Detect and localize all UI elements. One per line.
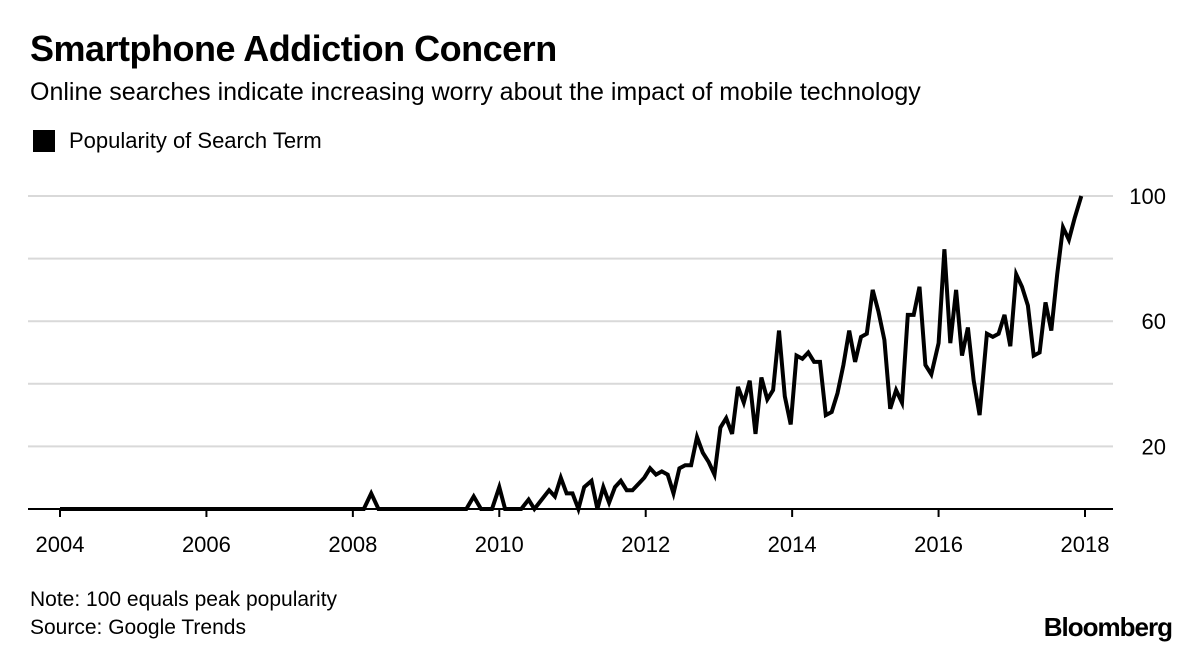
- y-tick-label-60: 60: [1142, 309, 1166, 334]
- x-tick-label-2006: 2006: [182, 532, 231, 557]
- chart-note: Note: 100 equals peak popularity: [30, 588, 338, 611]
- x-tick-label-2010: 2010: [475, 532, 524, 557]
- x-tick-label-2012: 2012: [621, 532, 670, 557]
- x-tick-label-2016: 2016: [914, 532, 963, 557]
- x-tick-label-2018: 2018: [1061, 532, 1110, 557]
- x-tick-label-2008: 2008: [328, 532, 377, 557]
- x-tick-label-2014: 2014: [768, 532, 817, 557]
- legend: Popularity of Search Term: [33, 128, 322, 154]
- x-tick-label-2004: 2004: [36, 532, 85, 557]
- legend-label: Popularity of Search Term: [69, 128, 322, 153]
- series-line-0: [60, 195, 1084, 516]
- chart-title: Smartphone Addiction Concern: [30, 28, 557, 69]
- chart-source: Source: Google Trends: [30, 616, 246, 639]
- y-tick-label-100: 100: [1129, 184, 1166, 209]
- legend-swatch: [33, 130, 55, 152]
- y-tick-label-20: 20: [1142, 434, 1166, 459]
- chart-subtitle: Online searches indicate increasing worr…: [30, 78, 921, 106]
- bloomberg-logo: Bloomberg: [1043, 612, 1173, 642]
